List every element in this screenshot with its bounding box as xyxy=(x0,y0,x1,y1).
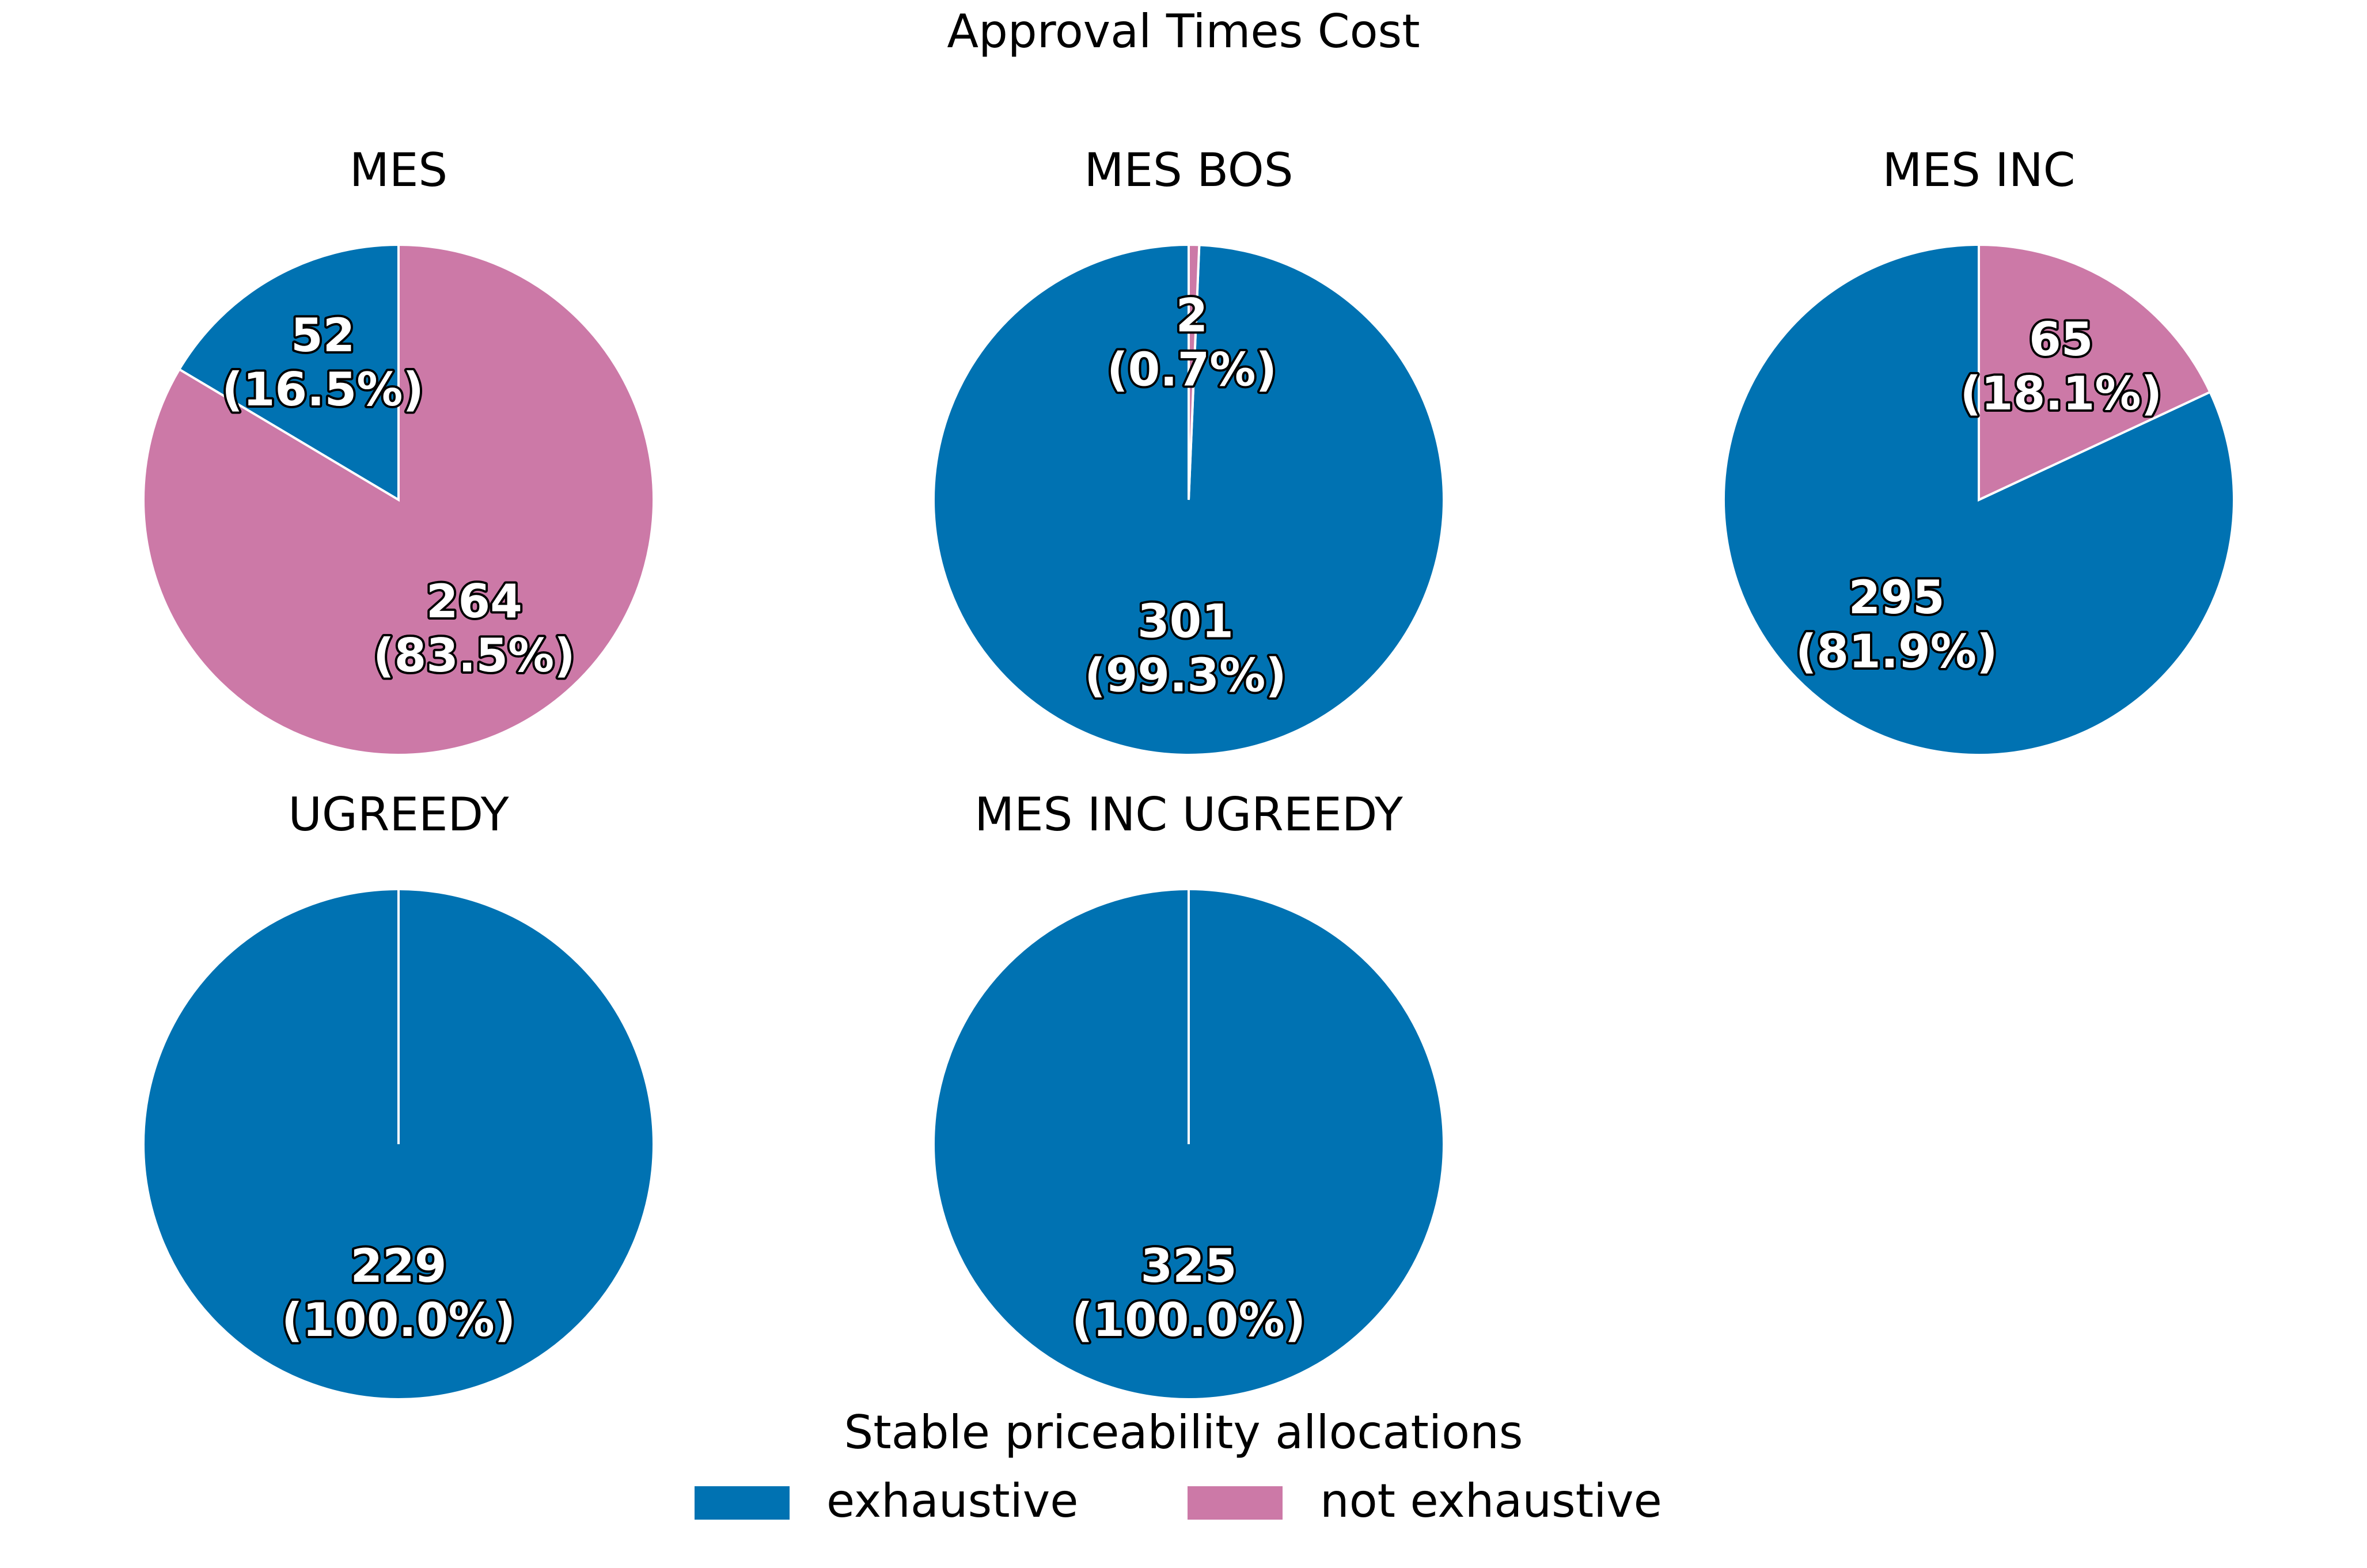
legend-swatch-exhaustive xyxy=(695,1486,790,1520)
slice-label-exhaustive: 301 (99.3%) xyxy=(1084,595,1287,703)
legend-title: Stable priceability allocations xyxy=(844,1406,1523,1459)
legend: Stable priceability allocations exhausti… xyxy=(695,1406,1662,1528)
pie-mes: MES 52 (16.5%) 264 (83.5%) xyxy=(142,143,655,756)
pie-mes-inc: MES INC 295 (81.9%) 65 (18.1%) xyxy=(1722,143,2235,756)
pie-mes-inc-ugreedy: MES INC UGREEDY 325 (100.0%) xyxy=(932,788,1445,1400)
slice-exhaustive xyxy=(177,243,400,502)
pie-mes-bos: MES BOS 301 (99.3%) 2 (0.7%) xyxy=(932,143,1445,756)
figure-title: Approval Times Cost xyxy=(947,5,1420,58)
legend-swatch-not-exhaustive xyxy=(1188,1486,1283,1520)
slice-label-exhaustive: 325 (100.0%) xyxy=(1072,1239,1306,1347)
pie-title: MES xyxy=(350,143,447,197)
legend-label-not-exhaustive: not exhaustive xyxy=(1320,1474,1662,1528)
pie-grid: MES 52 (16.5%) 264 (83.5%) MES BOS 301 (99.3%) 2… xyxy=(142,143,2235,1400)
pie-title: MES INC UGREEDY xyxy=(974,788,1403,841)
slice-label-exhaustive: 52 (16.5%) xyxy=(222,309,424,416)
slice-label-exhaustive: 229 (100.0%) xyxy=(282,1239,515,1347)
legend-label-exhaustive: exhaustive xyxy=(826,1474,1078,1528)
pie-title: MES INC xyxy=(1882,143,2075,197)
slice-not-exhaustive xyxy=(1978,243,2212,502)
slice-label-not-exhaustive: 264 (83.5%) xyxy=(373,575,575,682)
slice-label-not-exhaustive: 2 (0.7%) xyxy=(1107,288,1277,396)
slice-label-exhaustive: 295 (81.9%) xyxy=(1796,571,1998,678)
slice-label-not-exhaustive: 65 (18.1%) xyxy=(1960,313,2162,420)
pie-title: UGREEDY xyxy=(288,788,509,841)
pie-ugreedy: UGREEDY 229 (100.0%) xyxy=(142,788,655,1400)
pie-title: MES BOS xyxy=(1084,143,1293,197)
